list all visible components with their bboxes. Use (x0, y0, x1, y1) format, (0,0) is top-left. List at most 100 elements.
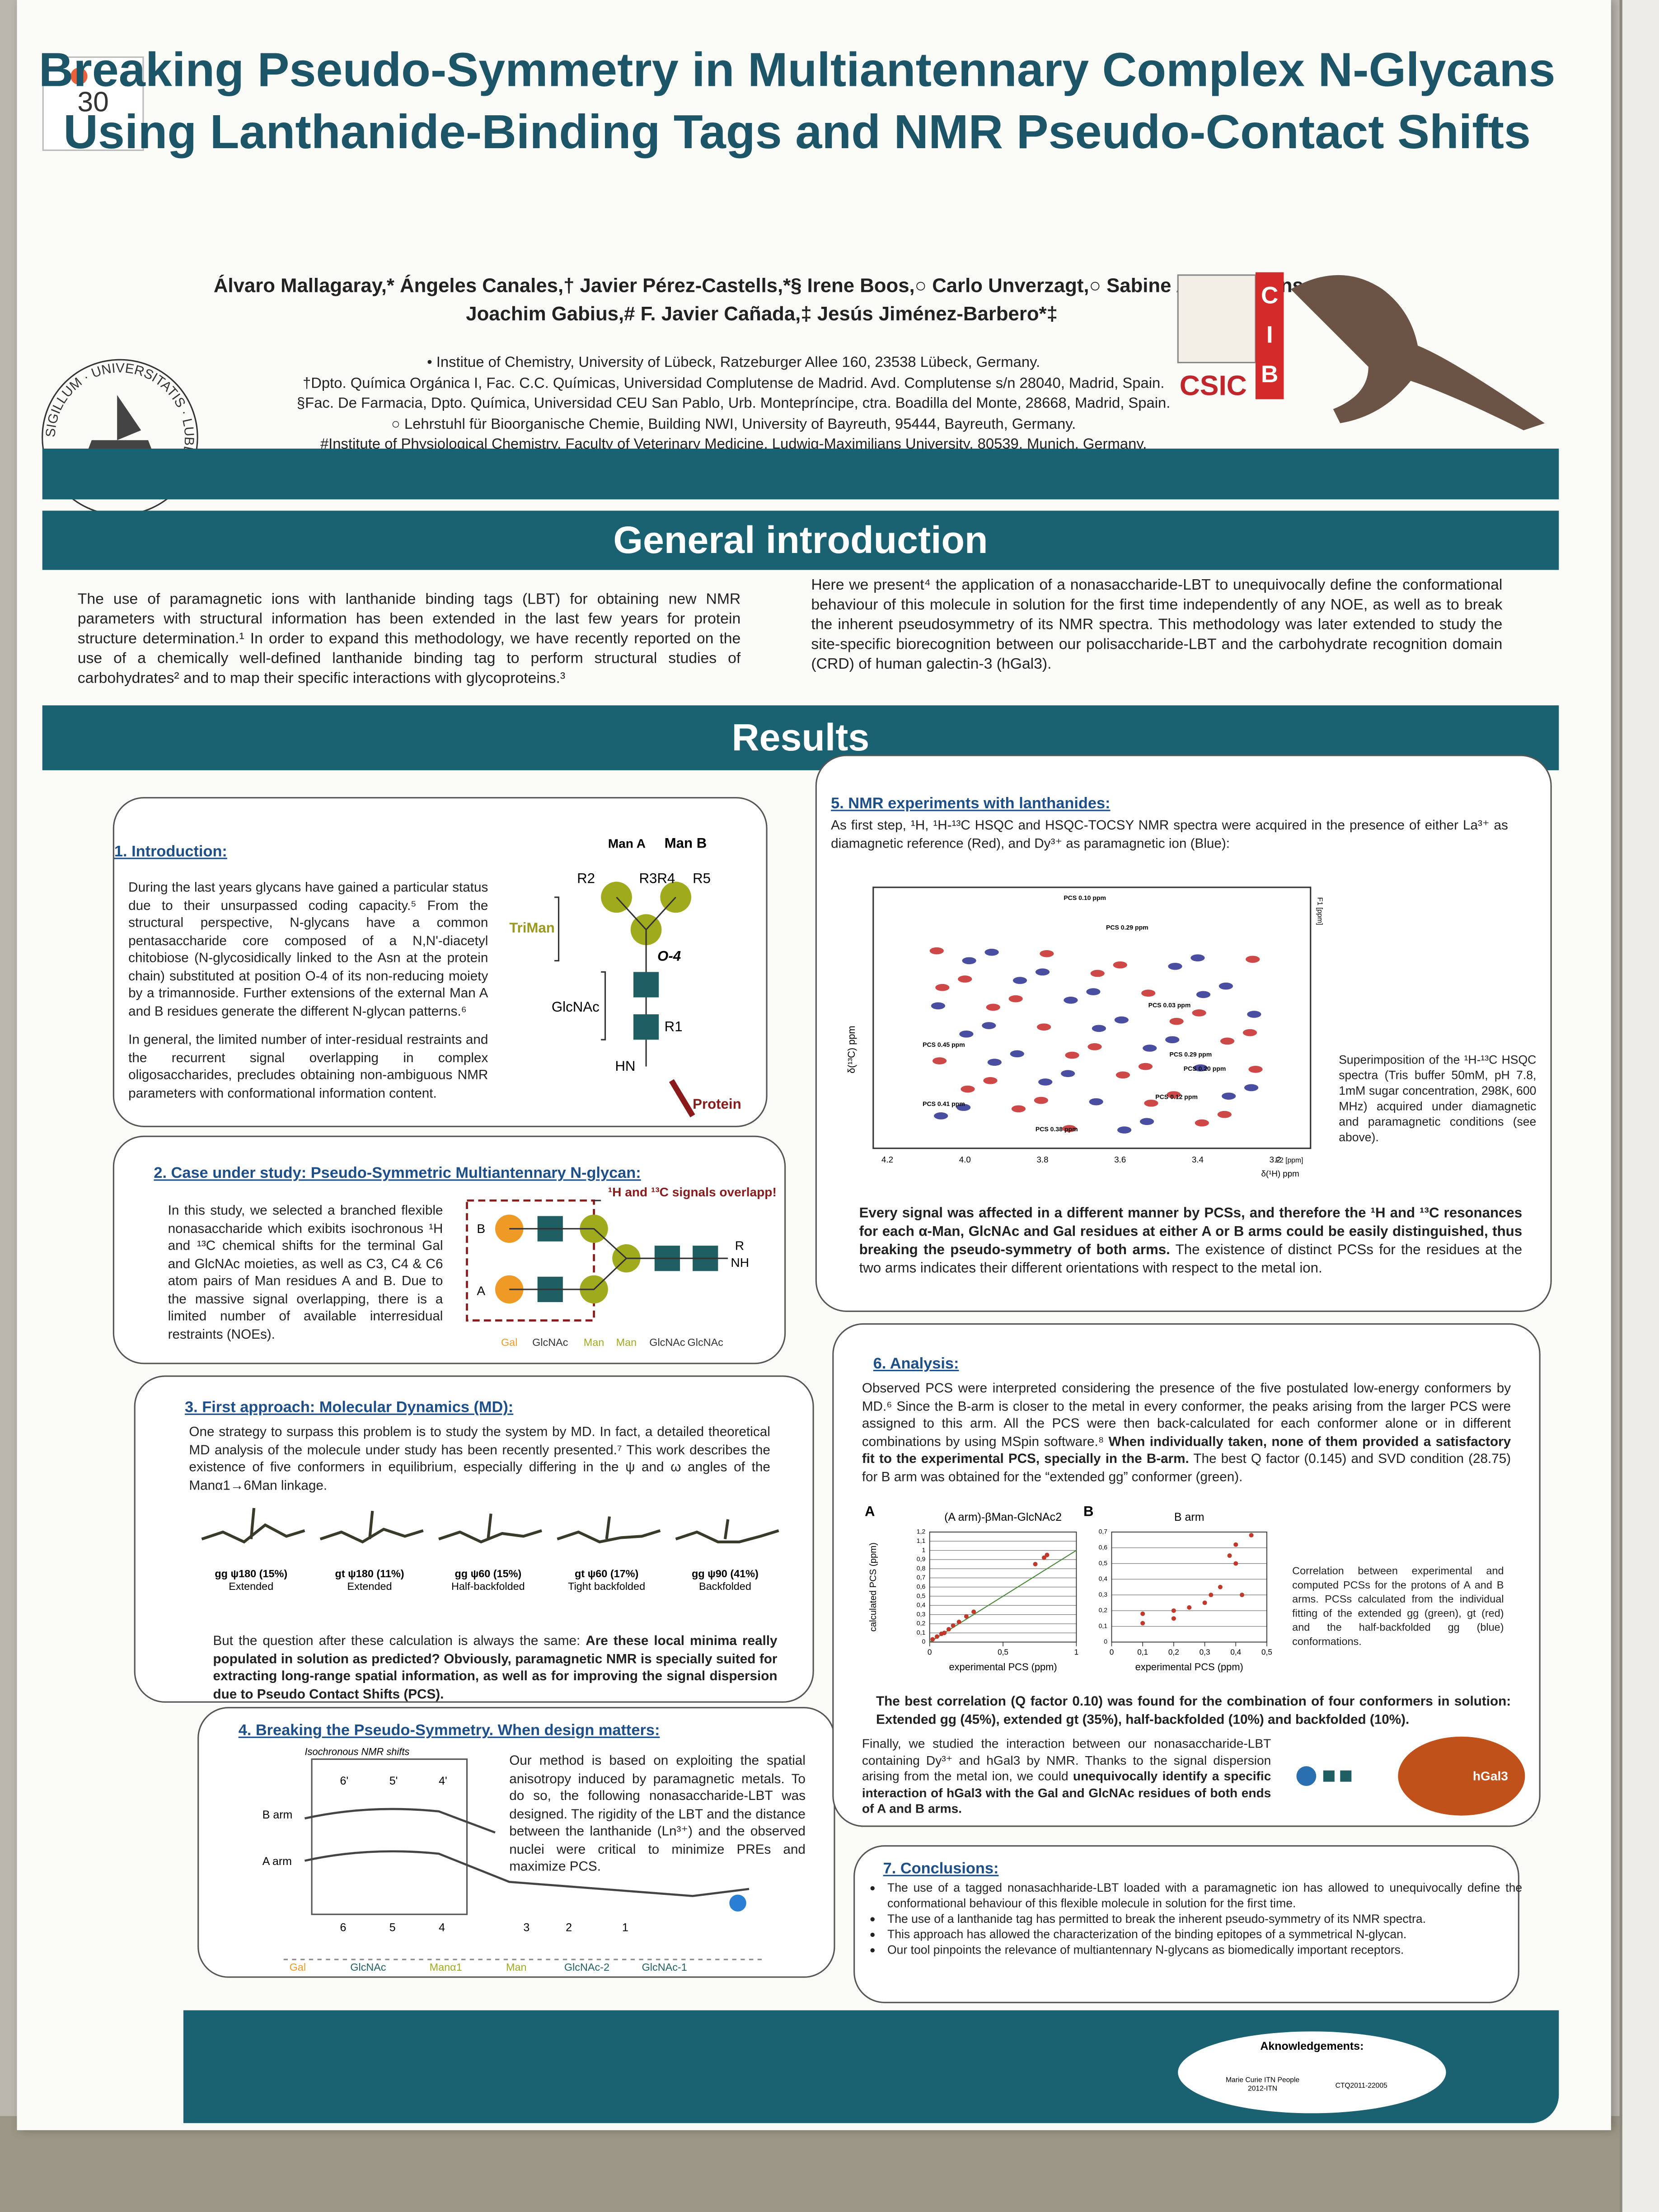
residue-glcnac (633, 1014, 659, 1040)
paragraph: One strategy to surpass this problem is … (189, 1425, 770, 1494)
paragraph: Every signal was affected in a different… (859, 1205, 1523, 1278)
x-tick-label: 0,5 (998, 1648, 1008, 1657)
text-bold: unequivocally identify a specific intera… (862, 1769, 1271, 1816)
label: GlcNAc (552, 999, 600, 1015)
peak (962, 957, 976, 965)
peak (1062, 1125, 1077, 1132)
position-label: 2 (566, 1921, 572, 1934)
data-point (1045, 1552, 1050, 1557)
statue (1291, 275, 1545, 431)
peak (986, 1003, 1000, 1011)
panel-title: 3. First approach: Molecular Dynamics (M… (185, 1399, 514, 1416)
peak (1195, 1119, 1209, 1127)
lbt-figure: Isochronous NMR shifts B arm A arm 6' 5' 4… (262, 1748, 764, 1973)
peak (1220, 1037, 1235, 1045)
peak (1144, 1099, 1158, 1107)
text: The best Q factor (0.145) and SVD condit… (862, 1452, 1511, 1485)
label: Protein (693, 1096, 741, 1112)
label: ¹H and ¹³C signals overlapp! (608, 1185, 777, 1199)
data-point (1233, 1542, 1238, 1547)
data-point (1233, 1561, 1238, 1566)
x-tick-label: 3.8 (1036, 1155, 1048, 1164)
panel-title: 2. Case under study: Pseudo-Symmetric Mu… (154, 1165, 641, 1182)
pin (70, 67, 88, 85)
x-tick-label: 0,5 (1261, 1648, 1272, 1657)
peak (1246, 956, 1260, 963)
conformer-kind: Half-backfolded (451, 1580, 525, 1593)
y-tick-label: 0,2 (1099, 1607, 1108, 1614)
bullet: This approach has allowed the characteri… (887, 1927, 1522, 1942)
panel-md: 3. First approach: Molecular Dynamics (M… (134, 1375, 814, 1703)
caption: Correlation between experimental and com… (1292, 1564, 1504, 1648)
data-point (951, 1623, 956, 1628)
peak (1090, 970, 1105, 977)
data-point (1140, 1621, 1145, 1626)
residue-labels: Gal GlcNAc Man Man GlcNAc GlcNAc (501, 1336, 723, 1348)
label: A arm (262, 1855, 292, 1868)
y-tick-label: 0,6 (1099, 1543, 1108, 1551)
conformer-label: gg ψ90 (41%) (692, 1567, 759, 1580)
spectrum-frame (872, 886, 1312, 1149)
paragraph: The best correlation (Q factor 0.10) was… (876, 1694, 1511, 1729)
neighbor-poster (1619, 0, 1659, 2212)
x-tick-label: 3.6 (1114, 1155, 1126, 1164)
y-tick-label: 0,5 (1099, 1559, 1108, 1566)
y-tick-label: 0,3 (917, 1610, 926, 1617)
panel-design: 4. Breaking the Pseudo-Symmetry. When de… (197, 1707, 835, 1978)
x-tick-label: 0,2 (1168, 1648, 1179, 1657)
pcs-annotation: PCS 0.41 ppm (923, 1100, 965, 1107)
paragraph: During the last years glycans have gaine… (128, 880, 488, 1019)
peak (1089, 1098, 1103, 1106)
label: R (735, 1238, 744, 1252)
position-label: 4' (439, 1775, 447, 1787)
peak (1165, 1036, 1180, 1044)
peak (984, 948, 999, 956)
y-tick-label: 0,8 (917, 1565, 926, 1572)
conformer: gt ψ180 (11%) Extended (310, 1497, 429, 1610)
data-point (1171, 1608, 1176, 1613)
label: R3R4 (639, 871, 675, 886)
residue-label: Man (616, 1336, 637, 1348)
residue-label: Man (584, 1336, 605, 1348)
residue-glcnac (633, 972, 659, 998)
peak (982, 1022, 996, 1029)
overlap-box (466, 1199, 595, 1322)
conformer-kind: Extended (347, 1580, 392, 1593)
peak (1167, 1091, 1181, 1098)
position-label: 6' (340, 1775, 349, 1787)
bullet: Our tool pinpoints the relevance of mult… (887, 1943, 1522, 1958)
y-tick-label: 0,5 (917, 1592, 926, 1599)
molecule-sketch (438, 1514, 542, 1544)
residue (1323, 1770, 1335, 1782)
x-tick-label: 1 (1074, 1648, 1079, 1657)
panel-conclusions: 7. Conclusions: The use of a tagged nona… (853, 1845, 1522, 2003)
y-tick-label: 0,3 (1099, 1591, 1108, 1598)
peak (931, 1002, 946, 1010)
label: B arm (262, 1809, 293, 1821)
label: R5 (693, 871, 711, 886)
residue-label: GlcNAc-2 (564, 1961, 609, 1973)
poster-title: Breaking Pseudo-Symmetry in Multiantenna… (38, 43, 1556, 159)
x-tick-label: 0,1 (1137, 1648, 1148, 1657)
label: Man A (608, 837, 646, 851)
x-tick-label: 0 (928, 1648, 932, 1657)
peak (1247, 1011, 1261, 1018)
plot-frame (1111, 1532, 1267, 1643)
conformer-label: gg ψ60 (15%) (455, 1567, 522, 1580)
label: Isochronous NMR shifts (305, 1748, 409, 1757)
residue-label: Gal (290, 1961, 306, 1973)
peak (934, 1112, 948, 1120)
intro-left: The use of paramagnetic ions with lantha… (77, 591, 741, 687)
data-point (942, 1631, 947, 1636)
data-point (946, 1627, 951, 1632)
molecule-sketch (201, 1508, 305, 1544)
peak (1168, 963, 1182, 970)
conformer-kind: Backfolded (698, 1580, 751, 1593)
y-axis-label: calculated PCS (ppm) (868, 1542, 878, 1631)
residue-label: Gal (501, 1336, 517, 1348)
peak (1115, 1071, 1130, 1079)
